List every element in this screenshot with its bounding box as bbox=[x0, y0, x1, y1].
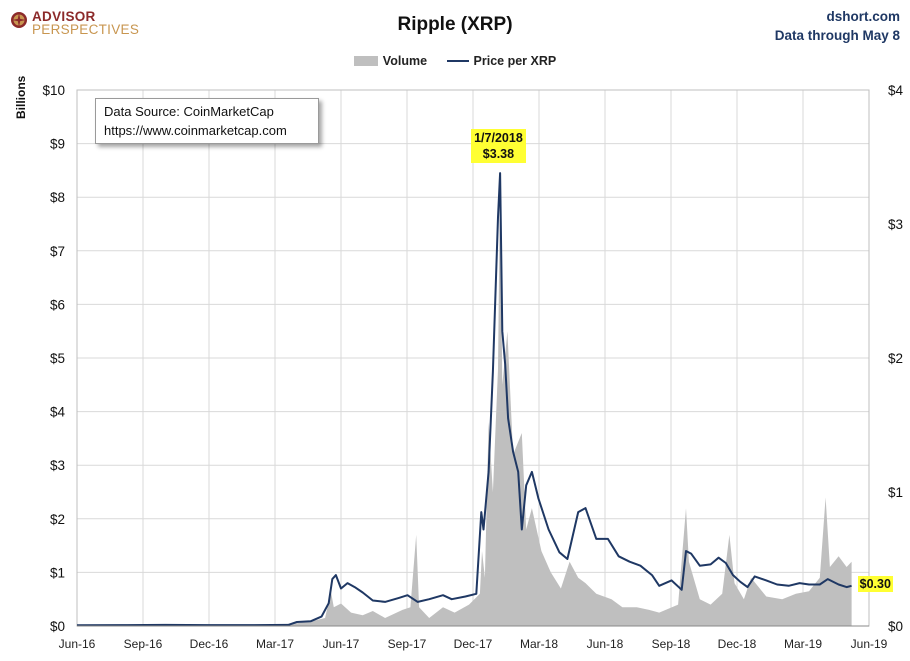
x-tick-label: Mar-19 bbox=[784, 637, 822, 651]
legend-label-price: Price per XRP bbox=[473, 53, 557, 68]
x-tick-label: Jun-18 bbox=[587, 637, 624, 651]
y-left-tick-label: $3 bbox=[50, 458, 65, 473]
peak-value: $3.38 bbox=[482, 147, 515, 162]
data-source-url: https://www.coinmarketcap.com bbox=[104, 123, 287, 138]
x-tick-label: Jun-19 bbox=[851, 637, 888, 651]
peak-date: 1/7/2018 bbox=[474, 131, 523, 146]
y-left-tick-label: $1 bbox=[50, 565, 65, 580]
y-left-tick-label: $2 bbox=[50, 512, 65, 527]
legend-swatch-price bbox=[446, 59, 469, 62]
x-tick-label: Sep-16 bbox=[124, 637, 163, 651]
series-price-line bbox=[76, 172, 852, 627]
x-tick-label: Dec-16 bbox=[190, 637, 229, 651]
chart-title: Ripple (XRP) bbox=[397, 14, 513, 35]
y-left-tick-label: $7 bbox=[50, 244, 65, 259]
legend-swatch-volume bbox=[353, 55, 378, 66]
logo-line2: PERSPECTIVES bbox=[32, 22, 140, 37]
x-tick-label: Mar-18 bbox=[520, 637, 558, 651]
peak-annotation: 1/7/2018 $3.38 bbox=[471, 129, 526, 164]
series-volume-area bbox=[77, 175, 852, 627]
y-right-tick-label: $3 bbox=[888, 217, 903, 232]
y-left-tick-label: $6 bbox=[50, 297, 65, 312]
y-right-tick-label: $4 bbox=[888, 83, 904, 98]
y-right-tick-label: $0 bbox=[888, 619, 903, 634]
compass-icon bbox=[11, 12, 27, 28]
legend-item-price: Price per XRP bbox=[446, 53, 557, 68]
legend-label-volume: Volume bbox=[382, 53, 428, 68]
y-left-tick-label: $0 bbox=[50, 619, 65, 634]
data-source-box: Data Source: CoinMarketCap https://www.c… bbox=[95, 98, 319, 144]
legend-item-volume: Volume bbox=[353, 53, 428, 68]
x-tick-label: Sep-18 bbox=[652, 637, 691, 651]
x-tick-label: Jun-17 bbox=[323, 637, 360, 651]
y-right-tick-label: $2 bbox=[888, 351, 903, 366]
advisor-perspectives-logo: ADVISOR PERSPECTIVES bbox=[10, 8, 140, 38]
x-tick-label: Sep-17 bbox=[388, 637, 427, 651]
legend: Volume Price per XRP bbox=[0, 53, 910, 68]
y-left-tick-label: $5 bbox=[50, 351, 65, 366]
data-source-line: Data Source: CoinMarketCap bbox=[104, 104, 274, 119]
y-left-tick-label: $9 bbox=[50, 137, 65, 152]
logo-line1: ADVISOR bbox=[32, 9, 96, 24]
source-site: dshort.com bbox=[826, 9, 900, 24]
source-header: dshort.com Data through May 8 bbox=[775, 7, 900, 45]
x-tick-label: Dec-17 bbox=[454, 637, 493, 651]
x-tick-label: Mar-17 bbox=[256, 637, 294, 651]
y-left-tick-label: $8 bbox=[50, 190, 65, 205]
y-left-tick-label: $4 bbox=[50, 405, 66, 420]
y-right-tick-label: $1 bbox=[888, 485, 903, 500]
y-left-tick-label: $10 bbox=[42, 83, 65, 98]
last-value-annotation: $0.30 bbox=[857, 575, 893, 592]
data-through-label: Data through May 8 bbox=[774, 28, 900, 43]
x-tick-label: Dec-18 bbox=[718, 637, 757, 651]
x-tick-label: Jun-16 bbox=[59, 637, 96, 651]
